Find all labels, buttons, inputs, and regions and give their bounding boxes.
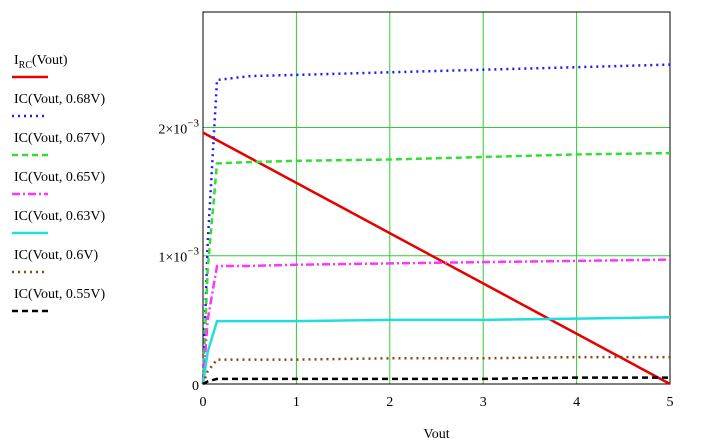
legend-label-5: IC(Vout, 0.63V) xyxy=(14,209,105,224)
x-tick-label: 1 xyxy=(293,395,300,410)
legend-label-3: IC(Vout, 0.67V) xyxy=(14,131,105,146)
x-axis-label: Vout xyxy=(423,427,449,442)
series-lines xyxy=(201,63,671,386)
tick-labels: 0 1 2 3 4 5 0 1×10−3 2×10−3 xyxy=(158,117,673,410)
gridlines xyxy=(203,12,670,384)
x-tick-label: 5 xyxy=(667,395,674,410)
y-tick-label: 0 xyxy=(192,379,199,394)
x-tick-label: 4 xyxy=(573,395,580,410)
legend-label-1: IRC(Vout) xyxy=(14,53,68,71)
series-line-4 xyxy=(201,258,671,385)
series-line-6 xyxy=(201,355,670,385)
legend-label-4: IC(Vout, 0.65V) xyxy=(14,170,105,185)
legend-label-6: IC(Vout, 0.6V) xyxy=(14,248,98,263)
series-line-1 xyxy=(202,131,671,386)
legend-label-2: IC(Vout, 0.68V) xyxy=(14,92,105,107)
x-tick-label: 0 xyxy=(200,395,207,410)
series-line-3 xyxy=(201,151,671,385)
y-tick-label: 1×10−3 xyxy=(158,246,199,266)
series-line-5 xyxy=(201,316,671,385)
plot-frame xyxy=(202,11,671,385)
series-line-7 xyxy=(202,376,670,386)
x-tick-label: 2 xyxy=(386,395,393,410)
series-line-2 xyxy=(201,63,671,385)
x-tick-label: 3 xyxy=(480,395,487,410)
legend-label-7: IC(Vout, 0.55V) xyxy=(14,287,105,302)
y-tick-label: 2×10−3 xyxy=(158,117,199,137)
legend: IRC(Vout) IC(Vout, 0.68V) IC(Vout, 0.67V) I… xyxy=(12,53,105,313)
